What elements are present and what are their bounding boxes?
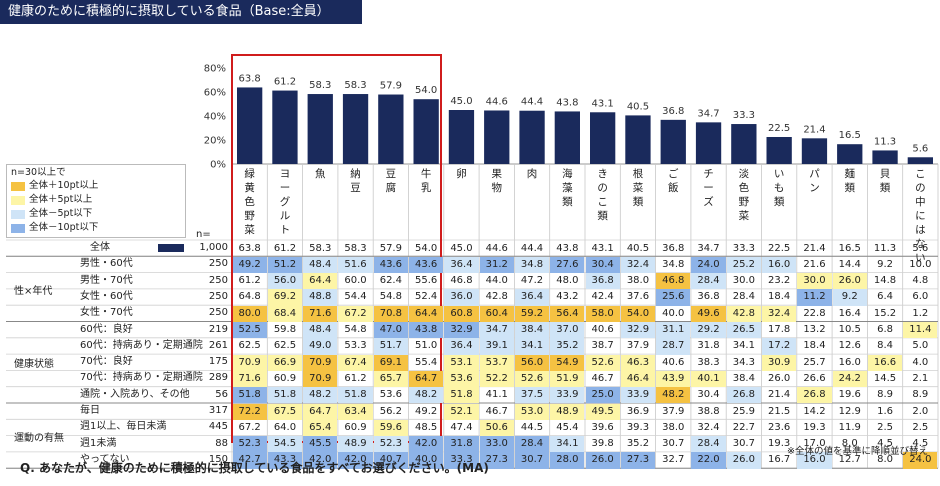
y-tick-label: 20%: [204, 136, 226, 147]
legend-label: 全体＋5pt以上: [29, 194, 93, 205]
legend-label: 全体－5pt以下: [29, 208, 93, 219]
bar: [413, 99, 439, 164]
bar: [590, 112, 616, 164]
legend-title: n=30以上で: [11, 167, 66, 178]
legend-item: 全体－5pt以下: [11, 207, 181, 221]
bar-value-label: 34.7: [697, 108, 719, 119]
bar: [625, 115, 651, 164]
legend-swatch: [11, 209, 25, 219]
bar: [695, 122, 722, 164]
bar-value-label: 54.0: [415, 85, 437, 96]
bar: [378, 94, 404, 164]
bar-value-label: 43.8: [556, 97, 578, 108]
bar: [907, 157, 933, 164]
n-header: n=: [196, 229, 211, 240]
highlight-box: [231, 54, 442, 443]
bar-value-label: 58.3: [344, 80, 366, 91]
legend-label: 全体＋10pt以上: [29, 180, 99, 191]
bar: [519, 110, 545, 164]
bar-value-label: 16.5: [839, 130, 861, 141]
bar-value-label: 43.1: [592, 98, 614, 109]
chart-title: 健康のために積極的に摂取している食品（Base:全員）: [0, 0, 362, 24]
bar-value-label: 44.6: [486, 96, 508, 107]
bar: [342, 94, 369, 164]
legend-swatch: [11, 223, 25, 233]
bar: [307, 94, 333, 164]
legend-item: 全体＋5pt以上: [11, 193, 181, 207]
bar-value-label: 22.5: [768, 123, 790, 134]
legend: n=30以上で 全体＋10pt以上 全体＋5pt以上 全体－5pt以下 全体－1…: [6, 164, 186, 238]
bar: [872, 150, 898, 164]
y-tick-label: 60%: [204, 88, 226, 99]
y-tick-label: 0%: [210, 160, 226, 171]
bar: [660, 119, 686, 164]
bar-value-label: 40.5: [627, 101, 649, 112]
legend-label: 全体－10pt以下: [29, 222, 99, 233]
bar-value-label: 63.8: [239, 73, 261, 84]
legend-item: 全体－10pt以下: [11, 221, 181, 235]
bar: [731, 124, 757, 164]
legend-swatch: [11, 181, 25, 191]
question-text: Q. あなたが、健康のために積極的に摂取している食品をすべてお選びください。(M…: [20, 461, 489, 475]
legend-item: 全体＋10pt以上: [11, 179, 181, 193]
bar-value-label: 5.6: [912, 143, 928, 154]
bar: [554, 111, 580, 164]
bar: [801, 138, 828, 164]
bar: [484, 110, 510, 164]
bar-value-label: 61.2: [274, 77, 296, 88]
bar: [766, 137, 792, 164]
bar-value-label: 44.4: [521, 97, 543, 108]
footnote: ※全体の値を基準に降順並び替え: [787, 446, 928, 457]
bar: [448, 110, 475, 164]
bar-value-label: 11.3: [874, 136, 896, 147]
bar-value-label: 58.3: [309, 80, 331, 91]
bar: [837, 144, 863, 164]
bar: [237, 87, 263, 164]
bar-value-label: 33.3: [733, 110, 755, 121]
bar-value-label: 45.0: [450, 96, 472, 107]
y-tick-label: 40%: [204, 112, 226, 123]
bar-value-label: 57.9: [380, 81, 402, 92]
bar: [272, 90, 298, 164]
bar-value-label: 21.4: [803, 124, 825, 135]
bar-value-label: 36.8: [662, 106, 684, 117]
legend-swatch: [11, 195, 25, 205]
y-tick-label: 80%: [204, 64, 226, 75]
